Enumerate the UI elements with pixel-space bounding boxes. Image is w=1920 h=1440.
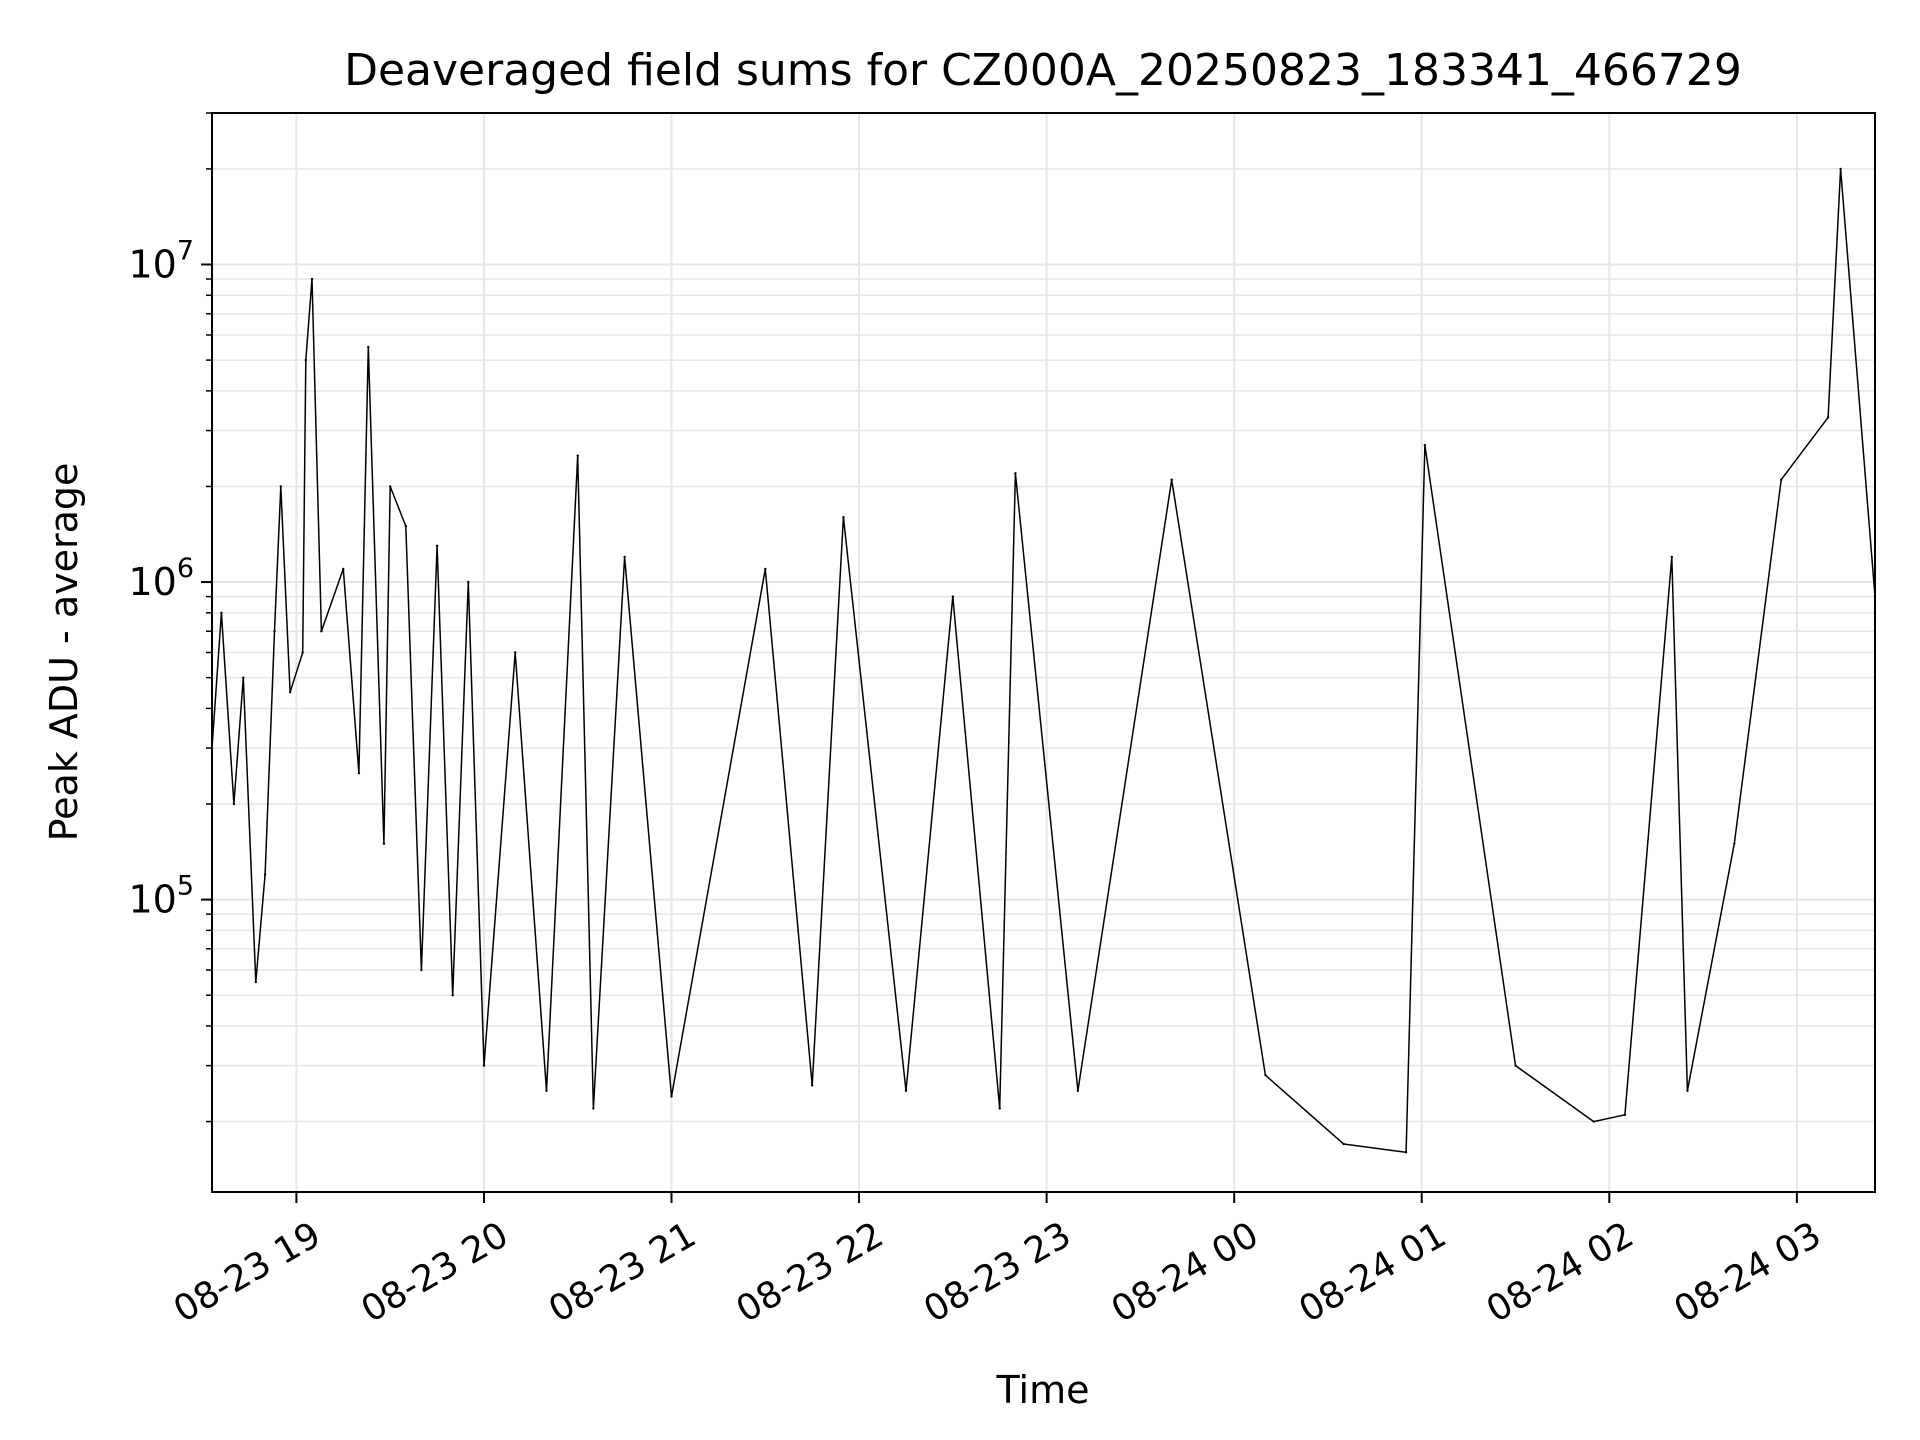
data-point xyxy=(514,651,517,654)
data-point xyxy=(592,1107,595,1110)
data-point xyxy=(576,454,579,457)
data-point xyxy=(1342,1142,1345,1146)
data-point xyxy=(357,772,361,775)
data-point xyxy=(1514,1064,1517,1067)
data-point xyxy=(342,567,345,571)
data-point xyxy=(1623,1113,1627,1117)
data-point xyxy=(279,485,282,488)
grid-lines xyxy=(212,112,1875,1192)
data-point xyxy=(1826,416,1830,419)
data-point xyxy=(310,277,314,281)
data-point xyxy=(1014,472,1017,475)
data-point xyxy=(1686,1089,1689,1092)
data-point xyxy=(320,630,323,633)
data-point xyxy=(545,1089,548,1092)
data-point xyxy=(764,567,767,571)
data-point xyxy=(435,544,439,548)
data-point xyxy=(420,968,423,972)
data-point xyxy=(288,690,292,694)
data-point xyxy=(242,676,245,679)
data-point xyxy=(232,802,236,806)
data-point xyxy=(1264,1073,1267,1077)
y-tick-label: 105 xyxy=(128,871,194,922)
data-point xyxy=(1839,167,1842,171)
data-point xyxy=(404,524,408,528)
y-axis-label: Peak ADU - average xyxy=(42,463,86,842)
data-point xyxy=(254,980,257,984)
data-point xyxy=(263,873,267,876)
data-point xyxy=(1423,443,1427,447)
y-tick-label: 106 xyxy=(128,553,194,604)
chart-title: Deaveraged field sums for CZ000A_2025082… xyxy=(344,45,1742,96)
data-point xyxy=(1592,1120,1595,1123)
data-point xyxy=(810,1084,814,1087)
x-axis-label: Time xyxy=(996,1368,1090,1412)
data-point xyxy=(1170,478,1173,481)
data-point xyxy=(482,1064,486,1067)
data-point xyxy=(388,485,392,488)
data-point xyxy=(273,630,276,633)
data-point xyxy=(304,358,307,362)
data-point xyxy=(623,555,626,559)
data-point xyxy=(451,993,454,997)
data-point xyxy=(998,1107,1001,1110)
data-point xyxy=(1404,1151,1408,1154)
data-point xyxy=(1780,478,1783,481)
data-point xyxy=(220,611,223,615)
y-tick-label: 107 xyxy=(128,236,194,287)
data-series xyxy=(210,167,1877,1154)
data-point xyxy=(1733,842,1736,845)
data-point xyxy=(670,1095,673,1098)
data-point xyxy=(842,516,845,519)
data-point xyxy=(301,651,304,654)
data-point xyxy=(382,842,386,845)
data-point xyxy=(467,580,470,584)
data-point xyxy=(904,1089,908,1092)
data-point xyxy=(951,595,955,598)
data-point xyxy=(1670,555,1674,559)
data-point xyxy=(367,345,370,349)
data-point xyxy=(1076,1089,1080,1092)
